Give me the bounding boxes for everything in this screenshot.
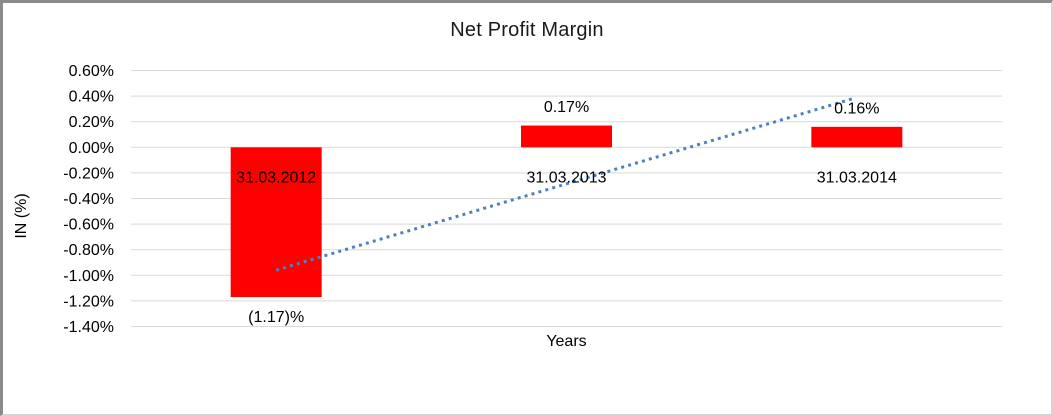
bar-31.03.2014 [811,126,903,148]
y-tick-label: -1.20% [63,293,114,310]
bar-31.03.2013 [521,125,612,148]
y-axis-title: IN (%) [13,193,30,239]
plot-area: 0.60% 0.40% 0.20% 0.00% -0.20% -0.40% -0.60% -0… [63,63,1002,336]
y-tick-label: -1.40% [63,319,114,336]
y-tick-label: 0.00% [69,140,114,157]
y-tick-label: -0.60% [63,217,114,234]
category-label: 31.03.2012 [236,169,316,186]
y-tick-label: 0.20% [69,114,114,131]
y-tick-label: -0.40% [63,191,114,208]
x-axis-title: Years [546,333,587,350]
y-tick-label: -1.00% [63,268,114,285]
value-label: 0.16% [834,100,879,117]
y-tick-label: -0.20% [63,165,114,182]
value-label: 0.17% [544,99,589,116]
y-tick-label: -0.80% [63,242,114,259]
chart-title: Net Profit Margin [450,19,604,41]
y-tick-label: 0.40% [69,89,114,106]
category-label: 31.03.2013 [526,169,606,186]
category-label: 31.03.2014 [817,169,897,186]
value-label: (1.17)% [248,309,304,326]
y-tick-label: 0.60% [69,63,114,80]
bar-31.03.2012 [230,147,322,298]
